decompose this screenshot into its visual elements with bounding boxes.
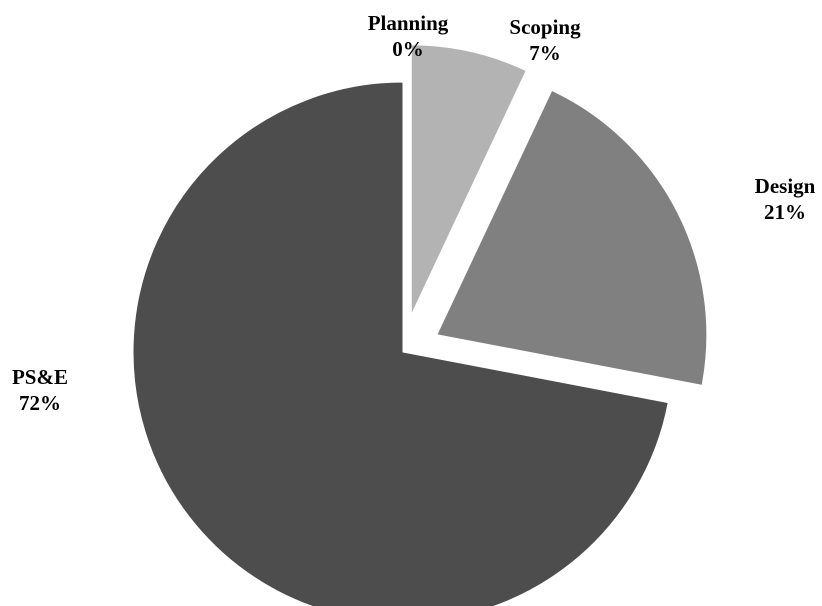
slice-label-percent: 7%: [529, 41, 561, 65]
slice-label-name: Scoping: [509, 15, 581, 39]
slice-label-percent: 0%: [392, 37, 424, 61]
slice-label-psande: PS&E 72%: [12, 365, 68, 415]
labels-layer: Planning 0% Scoping 7% Design 21% PS&E 72%: [12, 11, 816, 415]
slice-label-scoping: Scoping 7%: [509, 15, 581, 65]
slice-label-name: Design: [755, 174, 816, 198]
pie-slice-design: [436, 89, 708, 386]
pie-slice-scoping: [410, 44, 527, 316]
slice-label-design: Design 21%: [755, 174, 816, 224]
slice-label-percent: 21%: [764, 200, 806, 224]
slice-label-name: Planning: [368, 11, 449, 35]
pie-slice-psande: [132, 81, 669, 606]
slice-label-name: PS&E: [12, 365, 68, 389]
slices-layer: [132, 44, 708, 606]
slice-label-percent: 72%: [19, 391, 61, 415]
slice-label-planning: Planning 0%: [368, 11, 449, 61]
